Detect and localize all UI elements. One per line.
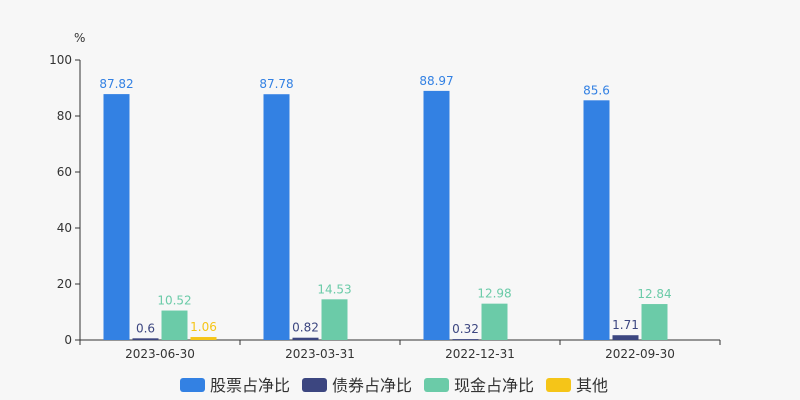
legend-swatch	[302, 378, 327, 392]
bar[interactable]	[583, 100, 610, 340]
x-axis: 2023-06-30 2023-03-31 2022-12-31 2022-09-30	[79, 339, 721, 361]
bar[interactable]	[612, 335, 639, 340]
data-label: 12.84	[637, 287, 671, 301]
bar[interactable]	[190, 337, 217, 340]
value-labels-group: 87.82 0.610.52 1.06 87.78 0.82 14.53 88.97 0.32…	[99, 74, 671, 336]
y-tick-label: 80	[57, 109, 72, 123]
data-label: 1.06	[190, 320, 217, 334]
bar[interactable]	[103, 94, 130, 340]
y-tick-label: 40	[57, 221, 72, 235]
legend[interactable]: 股票占净比 债券占净比 现金占净比 其他	[180, 376, 608, 395]
data-label: 0.82	[292, 321, 319, 335]
data-label: 0.32	[452, 322, 479, 336]
legend-label: 其他	[576, 376, 608, 395]
data-label: 87.82	[99, 77, 133, 91]
data-label: 85.6	[583, 83, 610, 97]
bar[interactable]	[321, 299, 348, 340]
legend-label: 股票占净比	[210, 376, 290, 395]
x-tick-label: 2022-12-31	[445, 347, 515, 361]
y-tick-label: 20	[57, 277, 72, 291]
data-label: 10.52	[157, 294, 191, 308]
data-label: 0.6	[136, 321, 155, 335]
y-tick-label: 60	[57, 165, 72, 179]
legend-item[interactable]: 股票占净比	[180, 376, 290, 395]
bar[interactable]	[263, 94, 290, 340]
bar[interactable]	[452, 339, 479, 340]
data-label: 14.53	[317, 282, 351, 296]
y-tick-label: 0	[64, 333, 72, 347]
data-label: 88.97	[419, 74, 453, 88]
data-label: 12.98	[477, 287, 511, 301]
legend-label: 现金占净比	[454, 376, 534, 395]
y-axis: 0 20 40 60 80 100	[49, 53, 81, 347]
legend-item[interactable]: 其他	[546, 376, 608, 395]
legend-item[interactable]: 债券占净比	[302, 376, 412, 395]
x-tick-label: 2022-09-30	[605, 347, 675, 361]
y-tick-label: 100	[49, 53, 72, 67]
legend-label: 债券占净比	[332, 376, 412, 395]
legend-swatch	[180, 378, 205, 392]
bar[interactable]	[423, 90, 450, 340]
bars-group	[103, 90, 668, 340]
data-label: 1.71	[612, 318, 639, 332]
bar[interactable]	[161, 310, 188, 340]
legend-item[interactable]: 现金占净比	[424, 376, 534, 395]
bar[interactable]	[132, 338, 159, 340]
bar[interactable]	[481, 303, 508, 340]
legend-swatch	[546, 378, 571, 392]
data-label: 87.78	[259, 77, 293, 91]
bar[interactable]	[641, 304, 668, 340]
bar[interactable]	[292, 337, 319, 340]
x-tick-label: 2023-06-30	[125, 347, 195, 361]
legend-swatch	[424, 378, 449, 392]
x-tick-label: 2023-03-31	[285, 347, 355, 361]
y-unit-label: %	[74, 31, 85, 45]
